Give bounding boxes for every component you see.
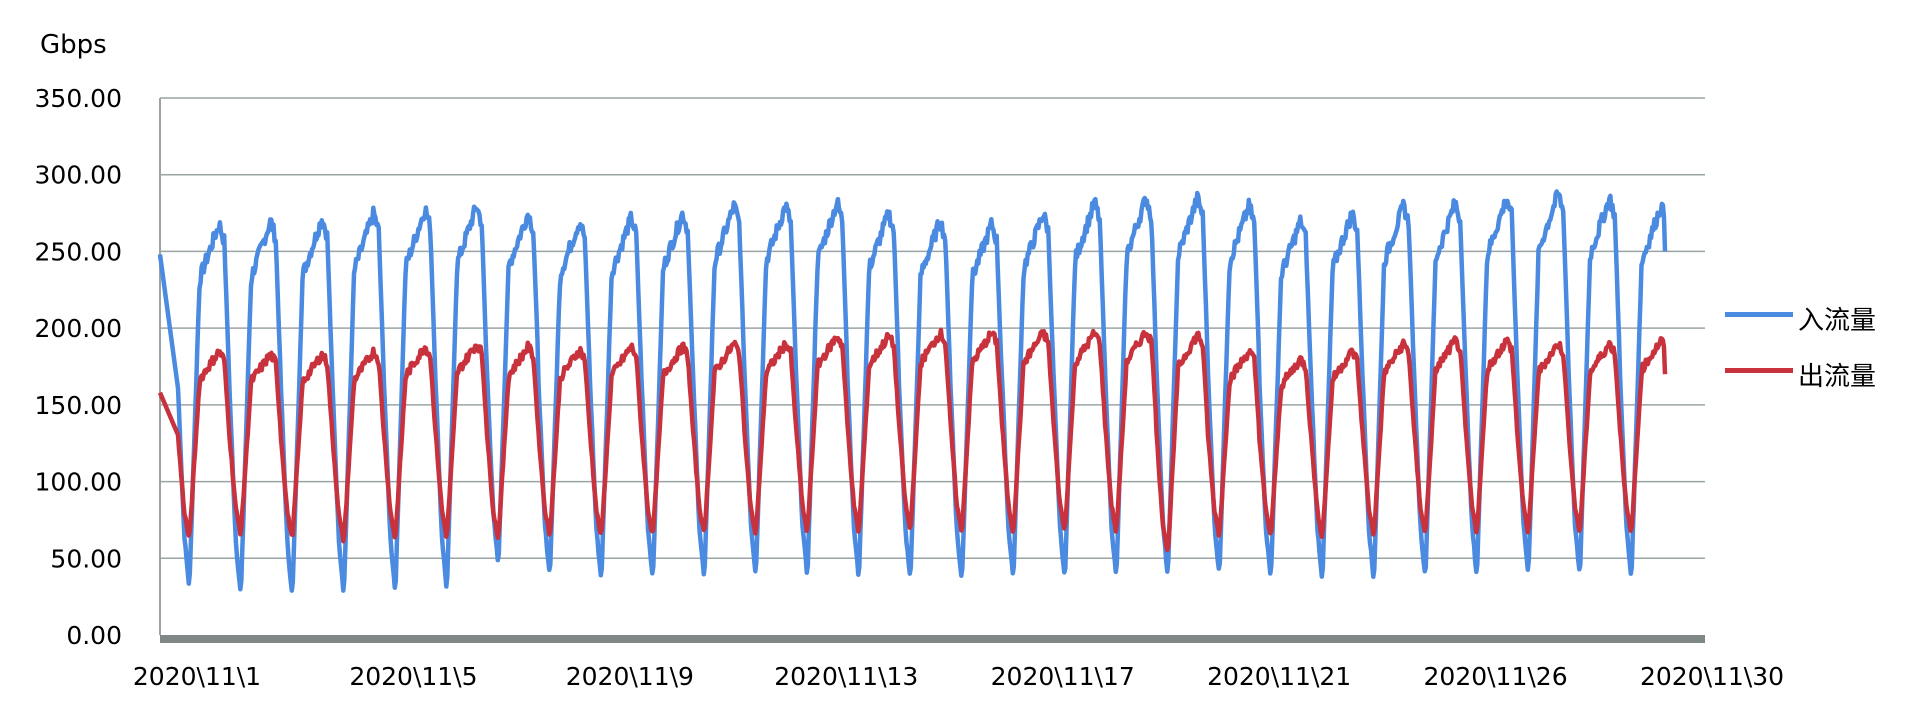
x-tick-label: 2020\11\21 xyxy=(1207,662,1351,691)
x-axis-bar xyxy=(160,635,1705,643)
legend-swatch-inbound xyxy=(1725,312,1793,317)
y-tick-label: 0.00 xyxy=(66,621,122,650)
x-tick-label: 2020\11\13 xyxy=(774,662,918,691)
x-tick-label: 2020\11\5 xyxy=(349,662,477,691)
series-line-outbound xyxy=(157,327,1668,553)
y-tick-label: 50.00 xyxy=(50,544,122,573)
legend-label-outbound: 出流量 xyxy=(1798,362,1877,392)
x-tick-label: 2020\11\30 xyxy=(1640,662,1784,691)
x-tick-label: 2020\11\26 xyxy=(1424,662,1568,691)
x-tick-label: 2020\11\1 xyxy=(133,662,261,691)
y-axis-label: Gbps xyxy=(40,30,107,60)
legend-label-inbound: 入流量 xyxy=(1798,306,1877,336)
y-tick-label: 350.00 xyxy=(35,84,122,113)
y-tick-label: 300.00 xyxy=(35,161,122,190)
y-tick-label: 200.00 xyxy=(35,314,122,343)
x-tick-label: 2020\11\17 xyxy=(991,662,1135,691)
legend-swatch-outbound xyxy=(1725,368,1793,373)
y-tick-label: 100.00 xyxy=(35,468,122,497)
y-tick-label: 150.00 xyxy=(35,391,122,420)
y-tick-label: 250.00 xyxy=(35,237,122,266)
x-tick-label: 2020\11\9 xyxy=(566,662,694,691)
